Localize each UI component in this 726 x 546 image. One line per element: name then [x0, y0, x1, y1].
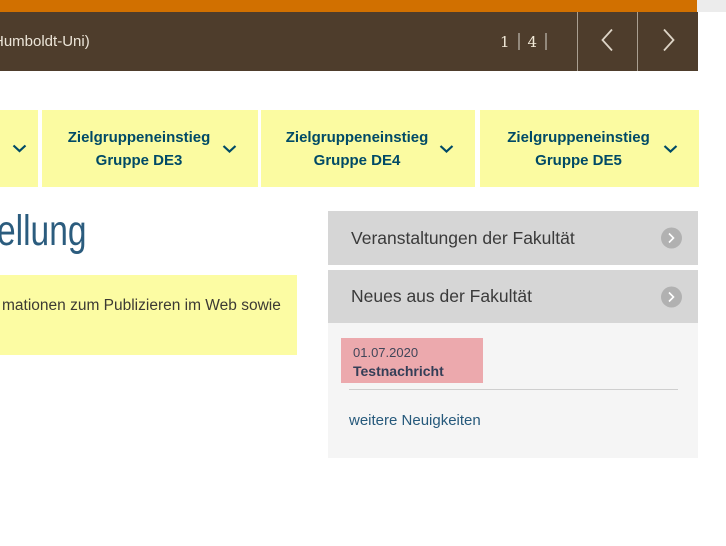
slideshow-header: Humboldt-Uni) 1 4 — [0, 12, 698, 71]
top-right-spacer — [697, 0, 726, 12]
pagination-divider — [517, 33, 520, 50]
top-accent-bar — [0, 0, 697, 12]
header-title: Humboldt-Uni) — [0, 12, 220, 71]
tab-zielgruppeneinstieg-de5[interactable]: Zielgruppeneinstieg Gruppe DE5 — [480, 110, 699, 187]
chevron-down-icon — [439, 144, 454, 153]
tab-zielgruppeneinstieg-de3[interactable]: Zielgruppeneinstieg Gruppe DE3 — [42, 110, 258, 187]
more-news-link[interactable]: weitere Neuigkeiten — [349, 412, 481, 429]
chevron-left-icon — [601, 28, 614, 55]
tab-label-line1: Zielgruppeneinstieg — [67, 128, 211, 146]
tab-partial-left[interactable] — [0, 110, 38, 187]
page-title: ellung — [0, 207, 87, 255]
chevron-right-icon — [662, 28, 675, 55]
news-item[interactable]: 01.07.2020 Testnachricht — [341, 338, 483, 383]
pagination-divider — [545, 33, 548, 50]
slide-current-number: 1 — [500, 32, 510, 51]
intro-highlight-text: mationen zum Publizieren im Web sowie — [0, 275, 297, 355]
header-separator — [577, 12, 578, 71]
sidebar-link-label: Veranstaltungen der Fakultät — [351, 227, 575, 248]
slide-total-number: 4 — [527, 32, 538, 51]
slide-pagination: 1 4 — [500, 12, 548, 71]
tab-label-line1: Zielgruppeneinstieg — [507, 128, 650, 146]
news-divider — [349, 389, 678, 390]
news-panel: 01.07.2020 Testnachricht weitere Neuigke… — [328, 323, 698, 458]
tab-zielgruppeneinstieg-de4[interactable]: Zielgruppeneinstieg Gruppe DE4 — [261, 110, 475, 187]
chevron-right-circle-icon — [661, 227, 682, 249]
news-item-title: Testnachricht — [353, 363, 444, 379]
chevron-right-circle-icon — [661, 286, 682, 307]
chevron-down-icon — [222, 144, 237, 153]
sidebar-link-veranstaltungen[interactable]: Veranstaltungen der Fakultät — [328, 211, 698, 265]
tab-label-line2: Gruppe DE4 — [313, 151, 401, 169]
next-slide-button[interactable] — [638, 12, 698, 71]
prev-slide-button[interactable] — [578, 12, 637, 71]
tab-label: Zielgruppeneinstieg Gruppe DE4 — [261, 126, 453, 172]
tab-label: Zielgruppeneinstieg Gruppe DE5 — [480, 126, 677, 172]
header-title-text: Humboldt-Uni) — [0, 33, 90, 50]
tab-label: Zielgruppeneinstieg Gruppe DE3 — [42, 126, 236, 172]
tab-label-line2: Gruppe DE5 — [535, 151, 622, 169]
tab-label-line2: Gruppe DE3 — [95, 151, 183, 169]
news-item-date: 01.07.2020 — [353, 345, 419, 360]
header-separator — [637, 12, 638, 71]
sidebar-link-neues[interactable]: Neues aus der Fakultät — [328, 270, 698, 323]
tab-label-line1: Zielgruppeneinstieg — [285, 128, 429, 146]
chevron-down-icon — [663, 144, 678, 153]
chevron-down-icon — [12, 140, 27, 158]
sidebar-link-label: Neues aus der Fakultät — [351, 286, 532, 306]
